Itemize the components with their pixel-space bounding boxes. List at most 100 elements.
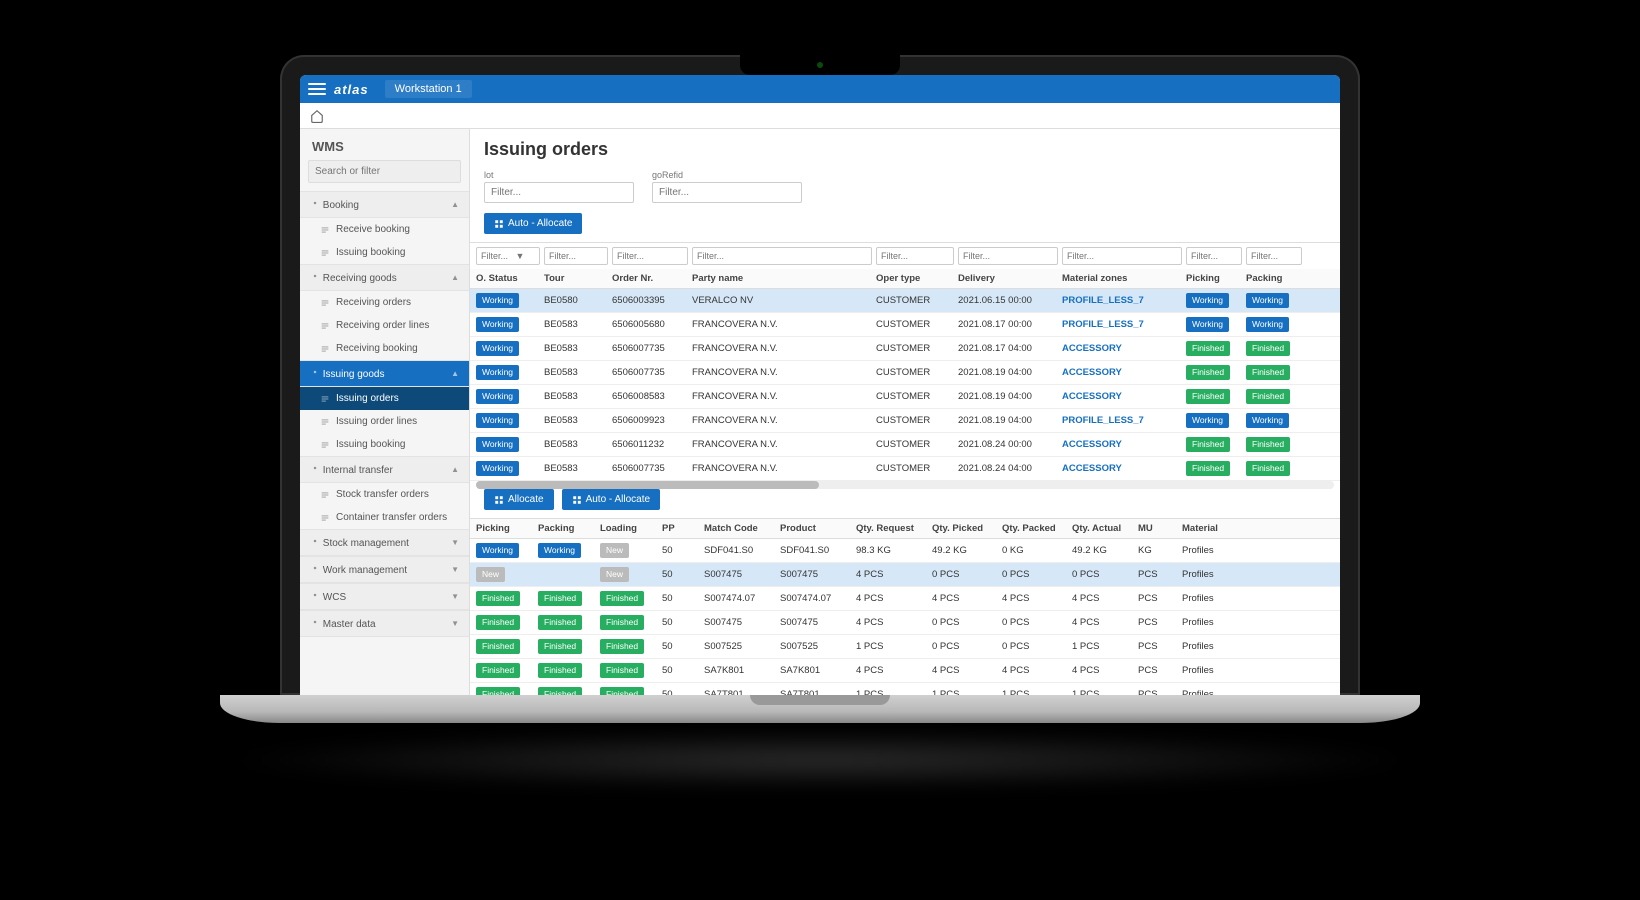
th-l-qact[interactable]: Qty. Actual (1072, 523, 1134, 534)
cell-zone[interactable]: ACCESSORY (1062, 367, 1182, 378)
sidebar-group-receiving-goods[interactable]: Receiving goods▲ (300, 264, 469, 291)
sidebar-item-container-transfer-orders[interactable]: Container transfer orders (300, 506, 469, 529)
orders-scrollbar[interactable] (476, 481, 1334, 489)
sidebar-group-internal-transfer[interactable]: Internal transfer▲ (300, 456, 469, 483)
th-picking[interactable]: Picking (1186, 273, 1242, 284)
cell-party: FRANCOVERA N.V. (692, 367, 872, 378)
th-l-pp[interactable]: PP (662, 523, 700, 534)
order-row[interactable]: WorkingBE05836506009923FRANCOVERA N.V.CU… (470, 409, 1340, 433)
order-row[interactable]: WorkingBE05836506007735FRANCOVERA N.V.CU… (470, 361, 1340, 385)
col-filter[interactable] (958, 247, 1058, 265)
order-row[interactable]: WorkingBE05806506003395VERALCO NVCUSTOME… (470, 289, 1340, 313)
sidebar-item-receiving-order-lines[interactable]: Receiving order lines (300, 314, 469, 337)
col-filter[interactable] (476, 247, 540, 265)
th-party[interactable]: Party name (692, 273, 872, 284)
th-l-packing[interactable]: Packing (538, 523, 596, 534)
sidebar-item-issuing-booking[interactable]: Issuing booking (300, 241, 469, 264)
cell-material: Profiles (1182, 545, 1236, 556)
order-row[interactable]: WorkingBE05836506007735FRANCOVERA N.V.CU… (470, 337, 1340, 361)
allocate-button[interactable]: Allocate (484, 489, 554, 510)
sidebar: WMS Booking▲Receive bookingIssuing booki… (300, 129, 470, 695)
status-badge: Working (1186, 293, 1229, 308)
sidebar-item-issuing-order-lines[interactable]: Issuing order lines (300, 410, 469, 433)
line-row[interactable]: WorkingWorkingNew50SDF041.S0SDF041.S098.… (470, 539, 1340, 563)
cell-product: S007475 (780, 617, 852, 628)
cell-zone[interactable]: ACCESSORY (1062, 343, 1182, 354)
sidebar-group-issuing-goods[interactable]: Issuing goods▲ (300, 360, 469, 387)
th-l-mu[interactable]: MU (1138, 523, 1178, 534)
cell-mu: PCS (1138, 593, 1178, 604)
line-row[interactable]: NewNew50S007475S0074754 PCS0 PCS0 PCS0 P… (470, 563, 1340, 587)
th-l-qreq[interactable]: Qty. Request (856, 523, 928, 534)
th-l-picking[interactable]: Picking (476, 523, 534, 534)
col-filter[interactable] (876, 247, 954, 265)
col-filter[interactable] (1246, 247, 1302, 265)
cell-mu: PCS (1138, 617, 1178, 628)
line-row[interactable]: FinishedFinishedFinished50S007525S007525… (470, 635, 1340, 659)
workstation-chip[interactable]: Workstation 1 (385, 80, 472, 98)
col-filter[interactable] (544, 247, 608, 265)
col-filter[interactable] (692, 247, 872, 265)
cell-zone[interactable]: ACCESSORY (1062, 391, 1182, 402)
cell-tour: BE0583 (544, 439, 608, 450)
th-l-product[interactable]: Product (780, 523, 852, 534)
col-filter[interactable] (1062, 247, 1182, 265)
sidebar-search-input[interactable] (308, 160, 461, 183)
sidebar-item-stock-transfer-orders[interactable]: Stock transfer orders (300, 483, 469, 506)
th-packing[interactable]: Packing (1246, 273, 1302, 284)
th-l-match[interactable]: Match Code (704, 523, 776, 534)
menu-icon[interactable] (308, 83, 326, 95)
status-badge: Finished (600, 615, 644, 630)
cell-party: FRANCOVERA N.V. (692, 319, 872, 330)
th-order[interactable]: Order Nr. (612, 273, 688, 284)
sidebar-item-receiving-orders[interactable]: Receiving orders (300, 291, 469, 314)
line-row[interactable]: FinishedFinishedFinished50SA7T801SA7T801… (470, 683, 1340, 695)
order-row[interactable]: WorkingBE05836506005680FRANCOVERA N.V.CU… (470, 313, 1340, 337)
cell-zone[interactable]: PROFILE_LESS_7 (1062, 319, 1182, 330)
status-badge: Finished (1246, 437, 1290, 452)
cell-zone[interactable]: ACCESSORY (1062, 463, 1182, 474)
line-row[interactable]: FinishedFinishedFinished50SA7K801SA7K801… (470, 659, 1340, 683)
sidebar-item-issuing-orders[interactable]: Issuing orders (300, 387, 469, 410)
sidebar-group-stock-management[interactable]: Stock management▼ (300, 529, 469, 556)
col-filter[interactable] (1186, 247, 1242, 265)
line-row[interactable]: FinishedFinishedFinished50S007474.07S007… (470, 587, 1340, 611)
auto-allocate-button-2[interactable]: Auto - Allocate (562, 489, 660, 510)
th-status[interactable]: O. Status (476, 273, 540, 284)
th-l-loading[interactable]: Loading (600, 523, 658, 534)
main: Issuing orders lot goRefid Auto (470, 129, 1340, 695)
auto-allocate-button[interactable]: Auto - Allocate (484, 213, 582, 234)
cell-zone[interactable]: PROFILE_LESS_7 (1062, 415, 1182, 426)
order-row[interactable]: WorkingBE05836506011232FRANCOVERA N.V.CU… (470, 433, 1340, 457)
cell-qpack: 0 PCS (1002, 641, 1068, 652)
th-l-qpack[interactable]: Qty. Packed (1002, 523, 1068, 534)
cell-qact: 4 PCS (1072, 665, 1134, 676)
line-row[interactable]: FinishedFinishedFinished50S007475S007475… (470, 611, 1340, 635)
status-badge: Working (1246, 413, 1289, 428)
cell-zone[interactable]: PROFILE_LESS_7 (1062, 295, 1182, 306)
sidebar-group-wcs[interactable]: WCS▼ (300, 583, 469, 610)
cell-zone[interactable]: ACCESSORY (1062, 439, 1182, 450)
status-badge: Finished (1186, 437, 1230, 452)
order-row[interactable]: WorkingBE05836506008583FRANCOVERA N.V.CU… (470, 385, 1340, 409)
sidebar-group-booking[interactable]: Booking▲ (300, 191, 469, 218)
sidebar-item-receive-booking[interactable]: Receive booking (300, 218, 469, 241)
sidebar-title: WMS (300, 129, 469, 160)
th-oper[interactable]: Oper type (876, 273, 954, 284)
th-tour[interactable]: Tour (544, 273, 608, 284)
th-l-qpick[interactable]: Qty. Picked (932, 523, 998, 534)
sidebar-group-master-data[interactable]: Master data▼ (300, 610, 469, 637)
filter-lot-input[interactable] (484, 182, 634, 203)
th-l-material[interactable]: Material (1182, 523, 1236, 534)
cell-order: 6506003395 (612, 295, 688, 306)
cell-qpack: 4 PCS (1002, 593, 1068, 604)
th-zones[interactable]: Material zones (1062, 273, 1182, 284)
th-delivery[interactable]: Delivery (958, 273, 1058, 284)
home-icon[interactable] (310, 109, 324, 123)
sidebar-item-issuing-booking[interactable]: Issuing booking (300, 433, 469, 456)
sidebar-group-work-management[interactable]: Work management▼ (300, 556, 469, 583)
sidebar-item-receiving-booking[interactable]: Receiving booking (300, 337, 469, 360)
order-row[interactable]: WorkingBE05836506007735FRANCOVERA N.V.CU… (470, 457, 1340, 481)
filter-goref-input[interactable] (652, 182, 802, 203)
col-filter[interactable] (612, 247, 688, 265)
